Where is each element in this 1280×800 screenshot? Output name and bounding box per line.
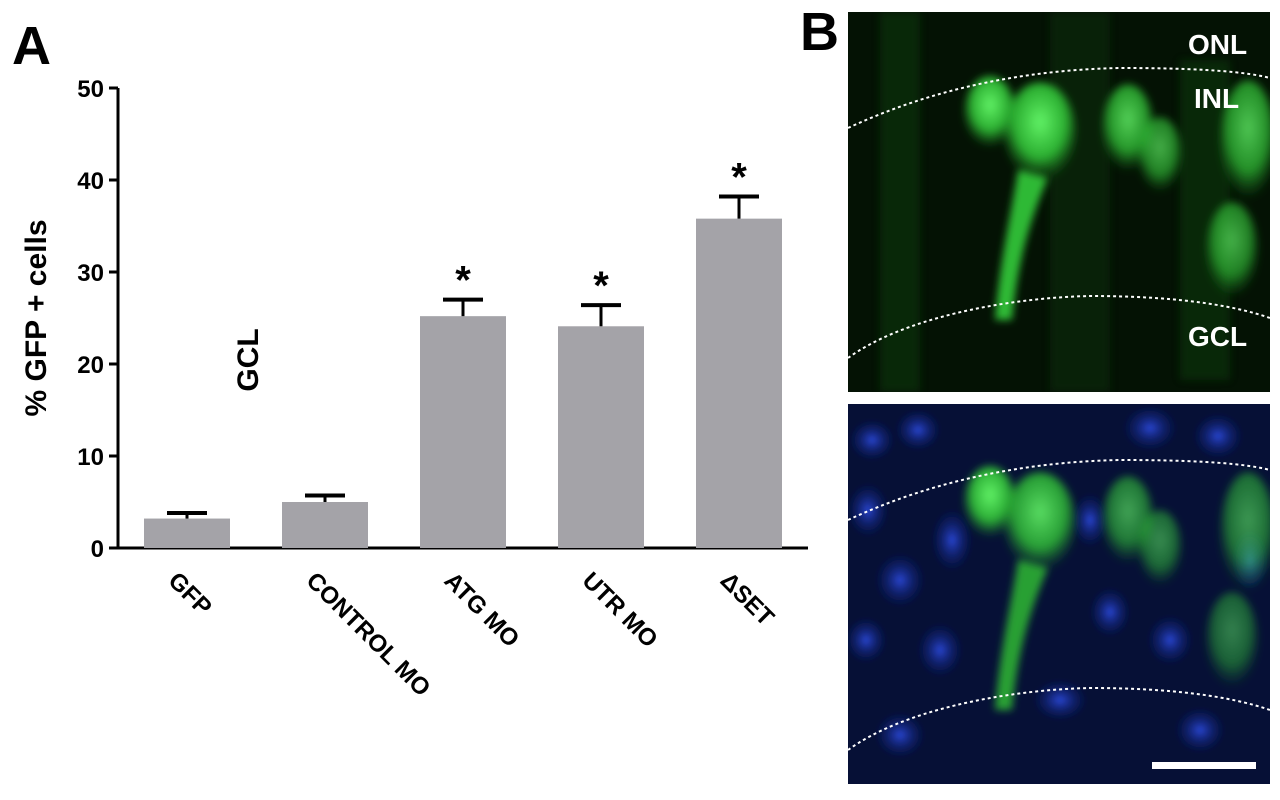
bar xyxy=(696,218,782,548)
bar xyxy=(282,502,368,548)
category-label: GFP xyxy=(163,567,217,621)
y-tick-label: 50 xyxy=(77,76,104,103)
error-bar xyxy=(305,493,345,502)
panel-letter-b: B xyxy=(800,2,839,62)
significance-star: * xyxy=(731,156,747,200)
category-label: ΔSET xyxy=(715,567,780,632)
label-gcl: GCL xyxy=(1188,321,1247,352)
bar xyxy=(420,316,506,548)
micrograph-merge xyxy=(848,404,1270,784)
gcl-annotation: GCL xyxy=(232,328,265,391)
error-bar xyxy=(581,303,621,327)
category-label: UTR MO xyxy=(577,567,663,653)
error-bar xyxy=(719,194,759,219)
y-ticks: 0 10 20 30 40 50 xyxy=(77,76,118,563)
error-bar xyxy=(167,511,207,519)
y-tick-label: 0 xyxy=(91,536,104,563)
y-tick-label: 10 xyxy=(77,444,104,471)
significance-star: * xyxy=(593,264,609,308)
y-tick-label: 40 xyxy=(77,168,104,195)
y-tick-label: 30 xyxy=(77,260,104,287)
error-bars xyxy=(167,194,759,519)
category-label: CONTROL MO xyxy=(301,567,436,702)
label-inl: INL xyxy=(1194,83,1239,114)
y-tick-label: 20 xyxy=(77,352,104,379)
category-labels: GFP CONTROL MO ATG MO UTR MO ΔSET xyxy=(163,567,780,702)
bar xyxy=(558,326,644,548)
bars xyxy=(144,218,782,548)
scale-bar xyxy=(1152,762,1256,769)
y-axis-label: % GFP + cells xyxy=(20,219,53,416)
bar-chart: 0 10 20 30 40 50 * * * GFP CONTROL MO ATG MO UTR M… xyxy=(20,76,808,702)
significance-marks: * * * xyxy=(455,156,747,309)
category-label: ATG MO xyxy=(439,567,525,653)
significance-star: * xyxy=(455,259,471,303)
label-onl: ONL xyxy=(1188,29,1247,60)
bar xyxy=(144,518,230,548)
micrograph-gfp xyxy=(848,12,1270,392)
panel-letter-a: A xyxy=(12,16,51,76)
error-bar xyxy=(443,297,483,317)
